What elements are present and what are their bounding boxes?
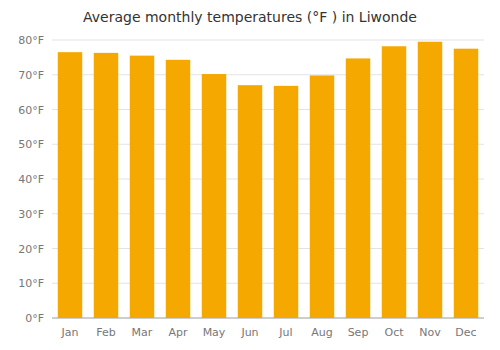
x-tick-label: Oct bbox=[384, 326, 404, 339]
chart: Average monthly temperatures (°F ) in Li… bbox=[0, 0, 500, 350]
x-tick-label: Sep bbox=[348, 326, 369, 339]
x-tick-label: Jan bbox=[61, 326, 79, 339]
bar bbox=[94, 53, 118, 318]
bar bbox=[130, 56, 154, 318]
x-tick-label: Apr bbox=[168, 326, 188, 339]
bar bbox=[274, 86, 298, 318]
y-tick-label: 80°F bbox=[18, 34, 44, 47]
bar bbox=[202, 74, 226, 318]
bar bbox=[346, 58, 370, 318]
grid-line bbox=[52, 318, 484, 319]
bar bbox=[310, 75, 334, 318]
bar bbox=[418, 42, 442, 318]
bar bbox=[166, 60, 190, 318]
y-tick-label: 20°F bbox=[18, 243, 44, 256]
bar bbox=[58, 52, 82, 318]
y-tick-label: 10°F bbox=[18, 277, 44, 290]
chart-container: Average monthly temperatures (°F ) in Li… bbox=[0, 0, 500, 350]
x-axis-line bbox=[52, 318, 484, 319]
bar bbox=[454, 49, 478, 318]
y-tick-label: 30°F bbox=[18, 208, 44, 221]
x-tick-label: Feb bbox=[96, 326, 115, 339]
x-tick-label: Aug bbox=[311, 326, 332, 339]
bar bbox=[382, 46, 406, 318]
x-tick-label: Mar bbox=[132, 326, 153, 339]
bar bbox=[238, 85, 262, 318]
grid bbox=[52, 40, 484, 318]
y-tick-label: 50°F bbox=[18, 138, 44, 151]
grid-line bbox=[52, 40, 484, 41]
x-tick-label: Jul bbox=[278, 326, 292, 339]
x-tick-label: May bbox=[203, 326, 226, 339]
bars bbox=[58, 42, 478, 318]
title: Average monthly temperatures (°F ) in Li… bbox=[83, 9, 417, 25]
x-tick-label: Dec bbox=[455, 326, 476, 339]
y-tick-label: 70°F bbox=[18, 69, 44, 82]
y-tick-label: 60°F bbox=[18, 104, 44, 117]
y-tick-label: 40°F bbox=[18, 173, 44, 186]
x-tick-label: Jun bbox=[240, 326, 258, 339]
x-tick-label: Nov bbox=[419, 326, 441, 339]
y-tick-label: 0°F bbox=[25, 312, 44, 325]
